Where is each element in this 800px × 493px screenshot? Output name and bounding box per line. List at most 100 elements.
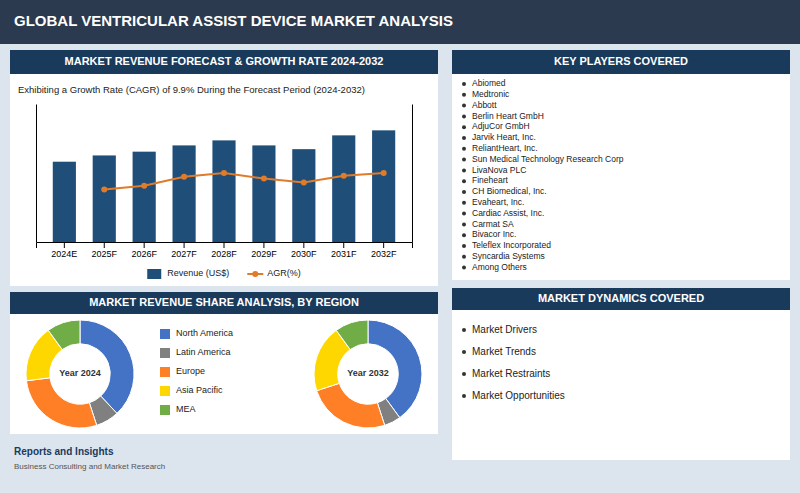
bullet xyxy=(462,255,466,259)
bar xyxy=(332,135,355,242)
tick-label: 2032F xyxy=(371,249,397,259)
marker xyxy=(301,179,307,185)
section-header-bar xyxy=(10,292,438,314)
list-item: Jarvik Heart, Inc. xyxy=(472,132,536,142)
list-item: ReliantHeart, Inc. xyxy=(472,143,538,153)
bar xyxy=(133,152,156,242)
list-item: Sun Medical Technology Research Corp xyxy=(472,154,624,164)
tick: 2025F xyxy=(91,242,117,259)
panel xyxy=(452,310,790,460)
bar xyxy=(252,145,275,242)
tick-label: 2024E xyxy=(51,249,77,259)
legend: Revenue (US$) AGR(%) xyxy=(147,268,301,279)
list-item: AdjuCor GmbH xyxy=(472,121,530,131)
title: GLOBAL VENTRICULAR ASSIST DEVICE MARKET … xyxy=(14,12,453,29)
legend-item: AGR(%) xyxy=(247,268,301,278)
legend-swatch xyxy=(160,348,170,358)
legend-label: Latin America xyxy=(176,347,231,357)
list-item: Evaheart, Inc. xyxy=(472,197,524,207)
list-item: Market Restraints xyxy=(472,368,550,379)
marker xyxy=(141,183,147,189)
tick-mark xyxy=(263,242,264,248)
bullet xyxy=(462,82,466,86)
bar xyxy=(53,162,76,242)
bullet xyxy=(462,394,466,398)
tick-mark xyxy=(184,242,185,248)
slice xyxy=(48,320,80,350)
bar xyxy=(372,130,395,242)
panel xyxy=(452,74,790,280)
background xyxy=(0,0,800,493)
list-item: Market Opportunities xyxy=(472,390,565,401)
list-item: Cardiac Assist, Inc. xyxy=(472,208,544,218)
bullet xyxy=(462,125,466,129)
bullet xyxy=(462,350,466,354)
section-header-bar xyxy=(452,288,790,310)
tick: 2031F xyxy=(331,242,357,259)
marker xyxy=(221,170,227,176)
tick-mark xyxy=(383,242,384,248)
bullet xyxy=(462,93,466,97)
tick-mark xyxy=(144,242,145,248)
axis-line xyxy=(36,105,37,243)
pie-label: Year 2032 xyxy=(347,368,389,378)
pie-label: Year 2024 xyxy=(59,368,101,378)
bullet xyxy=(462,233,466,237)
bullet xyxy=(462,114,466,118)
legend-label: North America xyxy=(176,328,233,338)
panel xyxy=(10,314,438,434)
bullet xyxy=(462,212,466,216)
legend-label: Revenue (US$) xyxy=(167,268,229,278)
bar xyxy=(173,145,196,242)
bullet xyxy=(462,168,466,172)
section-header-bar xyxy=(10,50,438,74)
tick-label: 2028F xyxy=(211,249,237,259)
list-item: Teleflex Incorporated xyxy=(472,240,551,250)
tick-label: 2031F xyxy=(331,249,357,259)
legend-label: Europe xyxy=(176,366,205,376)
list-item: Syncardia Systems xyxy=(472,251,545,261)
slice xyxy=(26,378,96,428)
tick: 2029F xyxy=(251,242,277,259)
pie: Year 2032 xyxy=(314,320,422,428)
bullet xyxy=(462,328,466,332)
marker xyxy=(261,176,267,182)
brand-title: Reports and Insights xyxy=(14,446,114,457)
x-axis: 2024E2025F2026F2027F2028F2029F2030F2031F… xyxy=(37,242,413,259)
bullet xyxy=(462,179,466,183)
line xyxy=(104,173,383,190)
bullet xyxy=(462,158,466,162)
list-item: Fineheart xyxy=(472,175,509,185)
tick: 2026F xyxy=(131,242,157,259)
legend-label: MEA xyxy=(176,404,196,414)
marker xyxy=(101,187,107,193)
legend-item: Revenue (US$) xyxy=(147,268,229,279)
bullet xyxy=(462,147,466,151)
section-title: MARKET REVENUE FORECAST & GROWTH RATE 20… xyxy=(65,55,384,67)
tick-label: 2025F xyxy=(91,249,117,259)
bar xyxy=(292,149,315,242)
list-item: Abiomed xyxy=(472,78,506,88)
y2-axis xyxy=(412,105,413,243)
legend-label: AGR(%) xyxy=(267,268,301,278)
title-bar xyxy=(0,0,800,44)
list-item: Carmat SA xyxy=(472,219,514,229)
list-item: Market Trends xyxy=(472,346,536,357)
section-title: KEY PLAYERS COVERED xyxy=(554,55,688,67)
bullet xyxy=(462,372,466,376)
slice xyxy=(80,320,134,413)
bullet xyxy=(462,266,466,270)
page: GLOBAL VENTRICULAR ASSIST DEVICE MARKET … xyxy=(0,0,800,493)
tick-mark xyxy=(64,242,65,248)
list-item: CH Biomedical, Inc. xyxy=(472,186,547,196)
panel xyxy=(10,74,438,286)
bar xyxy=(212,140,235,242)
tick: 2024E xyxy=(51,242,77,259)
brand-subtitle: Business Consulting and Market Research xyxy=(14,462,165,471)
legend-swatch xyxy=(252,271,258,277)
list-item: Berlin Heart GmbH xyxy=(472,111,544,121)
bar xyxy=(93,155,116,242)
bullet xyxy=(462,136,466,140)
plot-area xyxy=(53,130,395,242)
list-item: LivaNova PLC xyxy=(472,165,526,175)
